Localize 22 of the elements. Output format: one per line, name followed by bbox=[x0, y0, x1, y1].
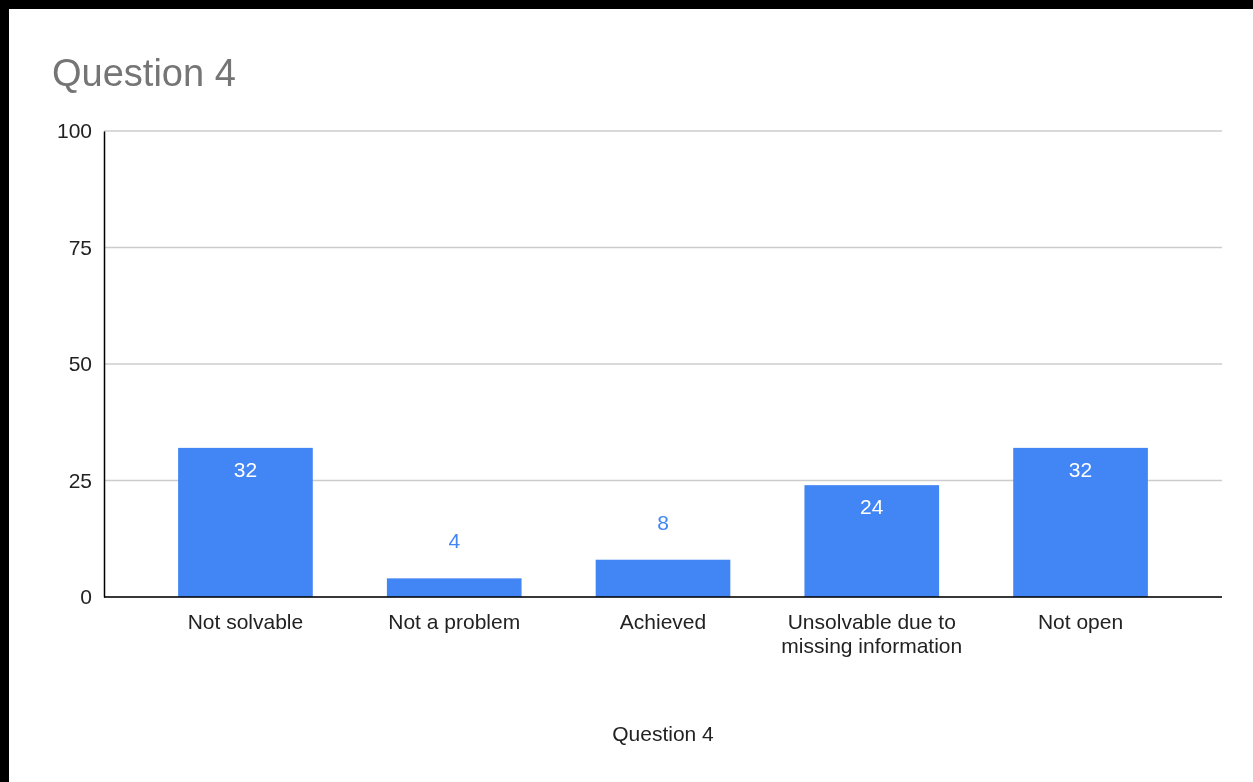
data-label: 24 bbox=[860, 495, 884, 519]
y-tick-label: 100 bbox=[56, 119, 92, 143]
data-label: 8 bbox=[657, 510, 669, 534]
x-tick-label: Not solvable bbox=[187, 610, 304, 633]
data-label: 4 bbox=[448, 529, 461, 553]
chart-title: Question 4 bbox=[52, 52, 236, 94]
bar bbox=[595, 559, 731, 597]
bar bbox=[804, 485, 940, 597]
y-tick-label: 25 bbox=[68, 468, 92, 492]
data-label: 32 bbox=[233, 457, 258, 481]
x-axis-title: Question 4 bbox=[612, 722, 715, 745]
x-tick-label: Unsolvable due to missing information bbox=[781, 610, 963, 657]
bar bbox=[1013, 447, 1148, 597]
data-label: 32 bbox=[1068, 457, 1093, 481]
y-tick-label: 50 bbox=[68, 352, 92, 376]
bar bbox=[178, 447, 313, 597]
x-tick-label: Achieved bbox=[619, 610, 707, 633]
bar bbox=[386, 578, 522, 597]
y-tick-label: 0 bbox=[80, 585, 92, 609]
y-tick-label: 75 bbox=[68, 235, 92, 259]
x-tick-label: Not a problem bbox=[388, 610, 521, 633]
x-tick-label: Not open bbox=[1037, 610, 1124, 633]
